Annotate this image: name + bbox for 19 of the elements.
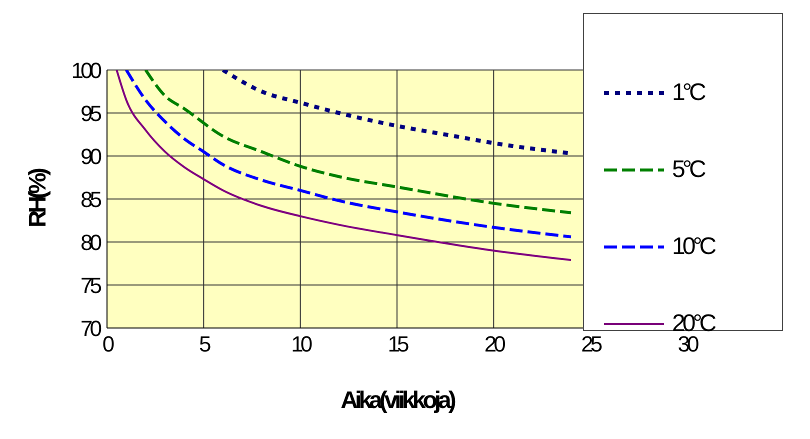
legend-label: 5°C (672, 156, 704, 184)
legend-label: 1°C (672, 78, 704, 106)
line-series (144, 70, 572, 214)
y-tick-label: 95 (80, 100, 102, 126)
y-tick-label: 85 (80, 186, 102, 212)
x-tick-label: 0 (102, 332, 114, 357)
x-tick-label: 20 (484, 332, 506, 357)
y-tick-label: 70 (80, 316, 102, 341)
y-axis-title: RH(%) (24, 168, 52, 228)
y-tick-label: 80 (80, 230, 102, 255)
x-tick-label: 10 (291, 332, 312, 357)
x-tick-label: 5 (199, 332, 212, 357)
y-tick-label: 100 (71, 58, 102, 83)
legend-label: 10°C (672, 232, 714, 260)
x-tick-label: 15 (388, 332, 409, 357)
y-tick-label: 90 (80, 144, 102, 169)
x-axis-title: Aika(viikkoja) (340, 387, 456, 414)
y-tick-label: 75 (80, 272, 102, 298)
x-tick-label: 25 (581, 332, 602, 357)
